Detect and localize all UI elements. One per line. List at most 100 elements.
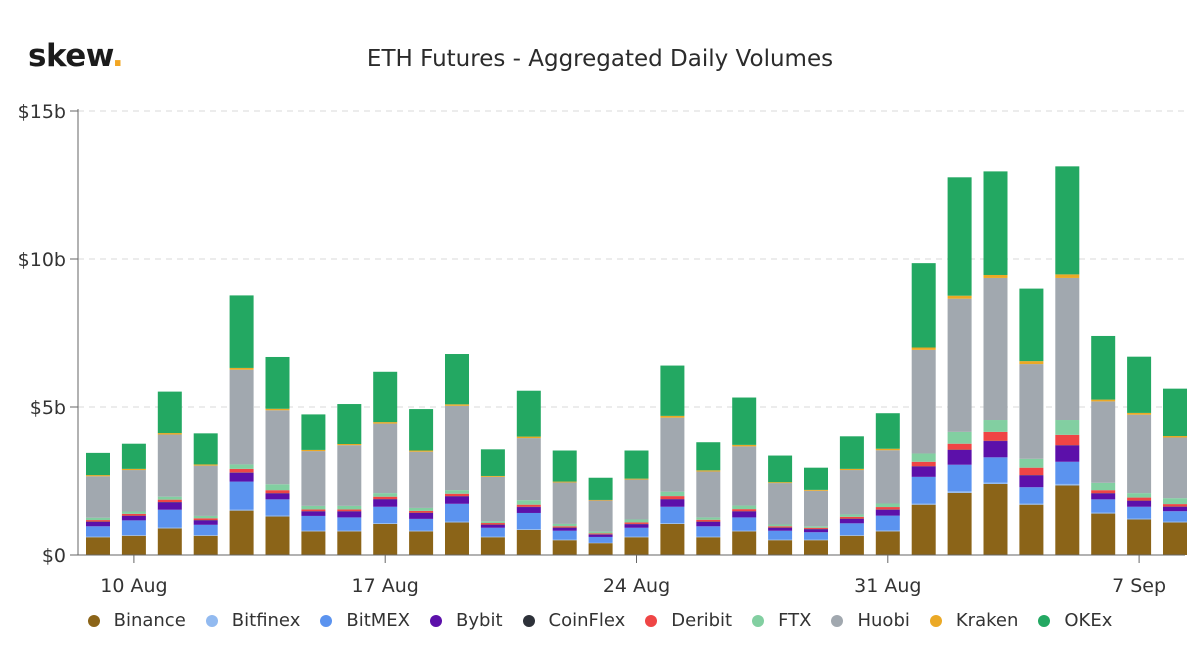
bar-segment-binance	[696, 537, 721, 555]
bar-segment-okex	[516, 390, 541, 437]
legend-item-ftx[interactable]: FTX	[752, 610, 811, 631]
bar-segment-huobi	[804, 490, 828, 527]
bar-segment-deribit	[1019, 467, 1044, 476]
bar-segment-huobi	[1127, 414, 1152, 494]
y-tick-label: $5b	[30, 397, 66, 419]
bar-segment-huobi	[947, 298, 972, 432]
bar-segment-huobi	[768, 483, 793, 525]
bar-segment-okex	[947, 177, 972, 296]
legend-swatch	[831, 614, 844, 627]
bar-segment-ftx	[624, 519, 649, 523]
bar-segment-okex	[157, 391, 182, 434]
legend-item-bitfinex[interactable]: Bitfinex	[205, 610, 300, 631]
bar-segment-ftx	[516, 500, 541, 505]
logo-dot: .	[111, 38, 124, 74]
bar-segment-huobi	[624, 479, 649, 520]
bar-segment-bitmex	[480, 527, 505, 537]
bar-segment-kraken	[947, 295, 972, 299]
bar-segment-kraken	[193, 464, 218, 466]
bar-segment-binance	[121, 535, 146, 555]
bar-segment-bybit	[157, 502, 182, 510]
bar-segment-binance	[1055, 485, 1080, 555]
bar-segment-deribit	[301, 509, 326, 512]
bar-segment-bitfinex	[768, 539, 793, 541]
bar-segment-bitmex	[911, 476, 936, 504]
bar-segment-bitfinex	[1055, 483, 1080, 486]
bar-segment-okex	[121, 443, 146, 469]
bar-segment-deribit	[983, 431, 1008, 441]
bar-segment-okex	[265, 356, 290, 409]
bar-segment-okex	[1055, 166, 1080, 275]
bar-segment-kraken	[660, 415, 685, 418]
legend-item-binance[interactable]: Binance	[87, 610, 186, 631]
x-tick-label: 10 Aug	[100, 575, 167, 597]
legend-swatch	[752, 614, 765, 627]
bar-segment-kraken	[732, 444, 757, 447]
bar-segment-bitmex	[696, 526, 721, 537]
bar-segment-deribit	[480, 523, 505, 525]
bar-segment-huobi	[1091, 401, 1116, 483]
bar-segment-okex	[409, 409, 434, 451]
bar-segment-okex	[732, 397, 757, 445]
bar-segment-bitmex	[947, 464, 972, 492]
bar-segment-okex	[768, 455, 793, 483]
legend-item-okex[interactable]: OKEx	[1038, 610, 1112, 631]
legend-label: Huobi	[857, 610, 910, 631]
bar-segment-bybit	[804, 529, 828, 533]
y-tick-label: $0	[42, 545, 66, 567]
bar-segment-bitmex	[804, 532, 828, 540]
bar-segment-binance	[1127, 519, 1152, 555]
bar-segment-bybit	[911, 466, 936, 477]
bar-segment-bitmex	[839, 523, 864, 536]
bar-segment-bitfinex	[193, 535, 218, 536]
legend-item-coinflex[interactable]: CoinFlex	[522, 610, 625, 631]
bar-segment-binance	[1019, 504, 1044, 555]
chart-title: ETH Futures - Aggregated Daily Volumes	[366, 46, 834, 72]
bar-segment-binance	[624, 537, 649, 555]
bar-segment-huobi	[552, 482, 577, 524]
bar-segment-bitfinex	[121, 535, 146, 536]
bar-segment-bybit	[121, 515, 146, 521]
x-tick-label: 24 Aug	[603, 575, 670, 597]
bar-segment-huobi	[732, 446, 757, 506]
bar-segment-kraken	[409, 450, 434, 452]
legend-item-bitmex[interactable]: BitMEX	[320, 610, 410, 631]
bar-segment-okex	[839, 436, 864, 469]
bar-segment-okex	[1127, 356, 1152, 413]
bar-segment-okex	[337, 404, 362, 444]
bar-segment-ftx	[911, 453, 936, 462]
bar-segment-ftx	[265, 484, 290, 491]
bar-segment-ftx	[947, 431, 972, 444]
legend-item-bybit[interactable]: Bybit	[430, 610, 503, 631]
bar-segment-bitfinex	[373, 523, 398, 524]
bar-segment-deribit	[947, 443, 972, 450]
bar-segment-ftx	[301, 505, 326, 510]
legend-item-huobi[interactable]: Huobi	[831, 610, 910, 631]
bar-segment-deribit	[193, 518, 218, 521]
bar-segment-huobi	[660, 417, 685, 492]
bar-segment-okex	[624, 450, 649, 479]
bar-segment-kraken	[552, 481, 577, 483]
bar-segment-bybit	[1163, 506, 1187, 512]
bar-segment-ftx	[732, 505, 757, 510]
bar-segment-kraken	[911, 347, 936, 350]
bar-segment-huobi	[409, 451, 434, 508]
legend-item-kraken[interactable]: Kraken	[929, 610, 1018, 631]
bar-segment-huobi	[696, 471, 721, 518]
bar-segment-deribit	[911, 461, 936, 467]
bar-segment-kraken	[445, 404, 469, 406]
bar-segment-deribit	[445, 493, 469, 497]
legend-item-deribit[interactable]: Deribit	[645, 610, 732, 631]
bar-segment-huobi	[839, 470, 864, 515]
bar-segment-bitfinex	[516, 529, 541, 530]
bar-segment-huobi	[875, 450, 900, 504]
bar-segment-deribit	[265, 490, 290, 494]
bar-segment-binance	[588, 543, 613, 555]
bar-segment-bybit	[947, 449, 972, 465]
bar-segment-bitmex	[193, 524, 218, 536]
legend-label: BitMEX	[346, 610, 411, 631]
bar-segment-bitfinex	[337, 530, 362, 532]
bar-segment-bitfinex	[660, 523, 685, 524]
bar-segment-kraken	[337, 444, 362, 446]
bar-segment-kraken	[1163, 436, 1187, 438]
